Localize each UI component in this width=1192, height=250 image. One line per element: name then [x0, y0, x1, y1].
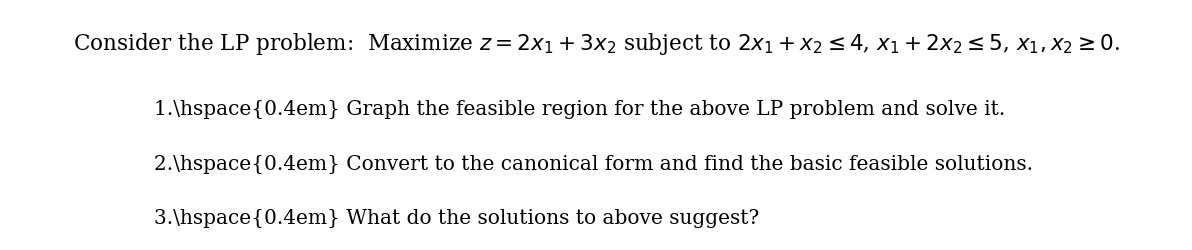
- Text: 3.\hspace{0.4em} What do the solutions to above suggest?: 3.\hspace{0.4em} What do the solutions t…: [154, 209, 759, 228]
- Text: Consider the LP problem:  Maximize $z = 2x_1+3x_2$ subject to $2x_1+x_2 \leq 4$,: Consider the LP problem: Maximize $z = 2…: [73, 31, 1119, 57]
- Text: 1.\hspace{0.4em} Graph the feasible region for the above LP problem and solve it: 1.\hspace{0.4em} Graph the feasible regi…: [154, 100, 1005, 119]
- Text: 2.\hspace{0.4em} Convert to the canonical form and find the basic feasible solut: 2.\hspace{0.4em} Convert to the canonica…: [154, 155, 1032, 174]
